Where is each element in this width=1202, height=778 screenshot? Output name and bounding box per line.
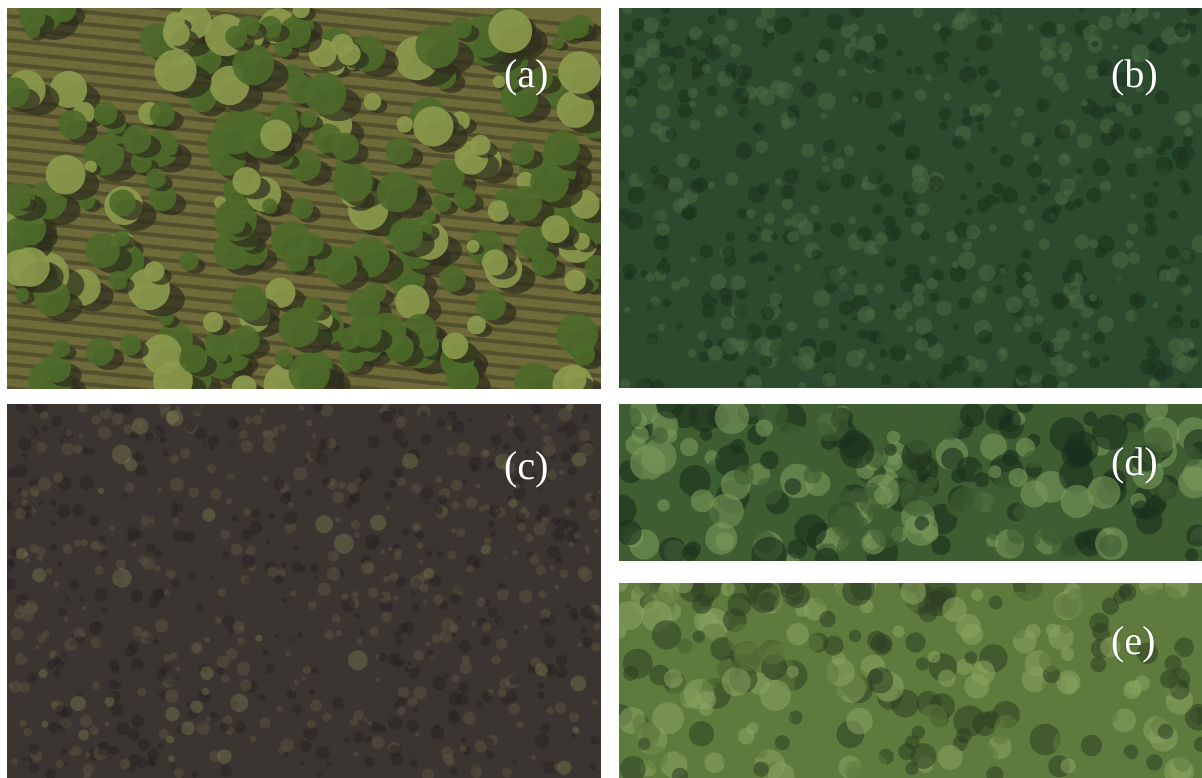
aerial-image-panel-a: (a) — [7, 8, 601, 389]
aerial-image-panel-b: (b) — [619, 8, 1202, 388]
panel-b-label: (b) — [1111, 51, 1158, 96]
panel-c-label: (c) — [504, 443, 549, 488]
panel-d-texture — [619, 404, 1202, 561]
panel-d-label: (d) — [1111, 439, 1158, 484]
aerial-image-panel-c: (c) — [7, 404, 601, 778]
panel-a-texture — [7, 8, 601, 389]
panel-e-texture — [619, 583, 1202, 778]
panel-e-label: (e) — [1111, 618, 1156, 663]
aerial-image-panel-d: (d) — [619, 404, 1202, 561]
panel-a-label: (a) — [504, 51, 549, 96]
panel-c-texture — [7, 404, 601, 778]
aerial-image-panel-e: (e) — [619, 583, 1202, 778]
panel-b-texture — [619, 8, 1202, 388]
